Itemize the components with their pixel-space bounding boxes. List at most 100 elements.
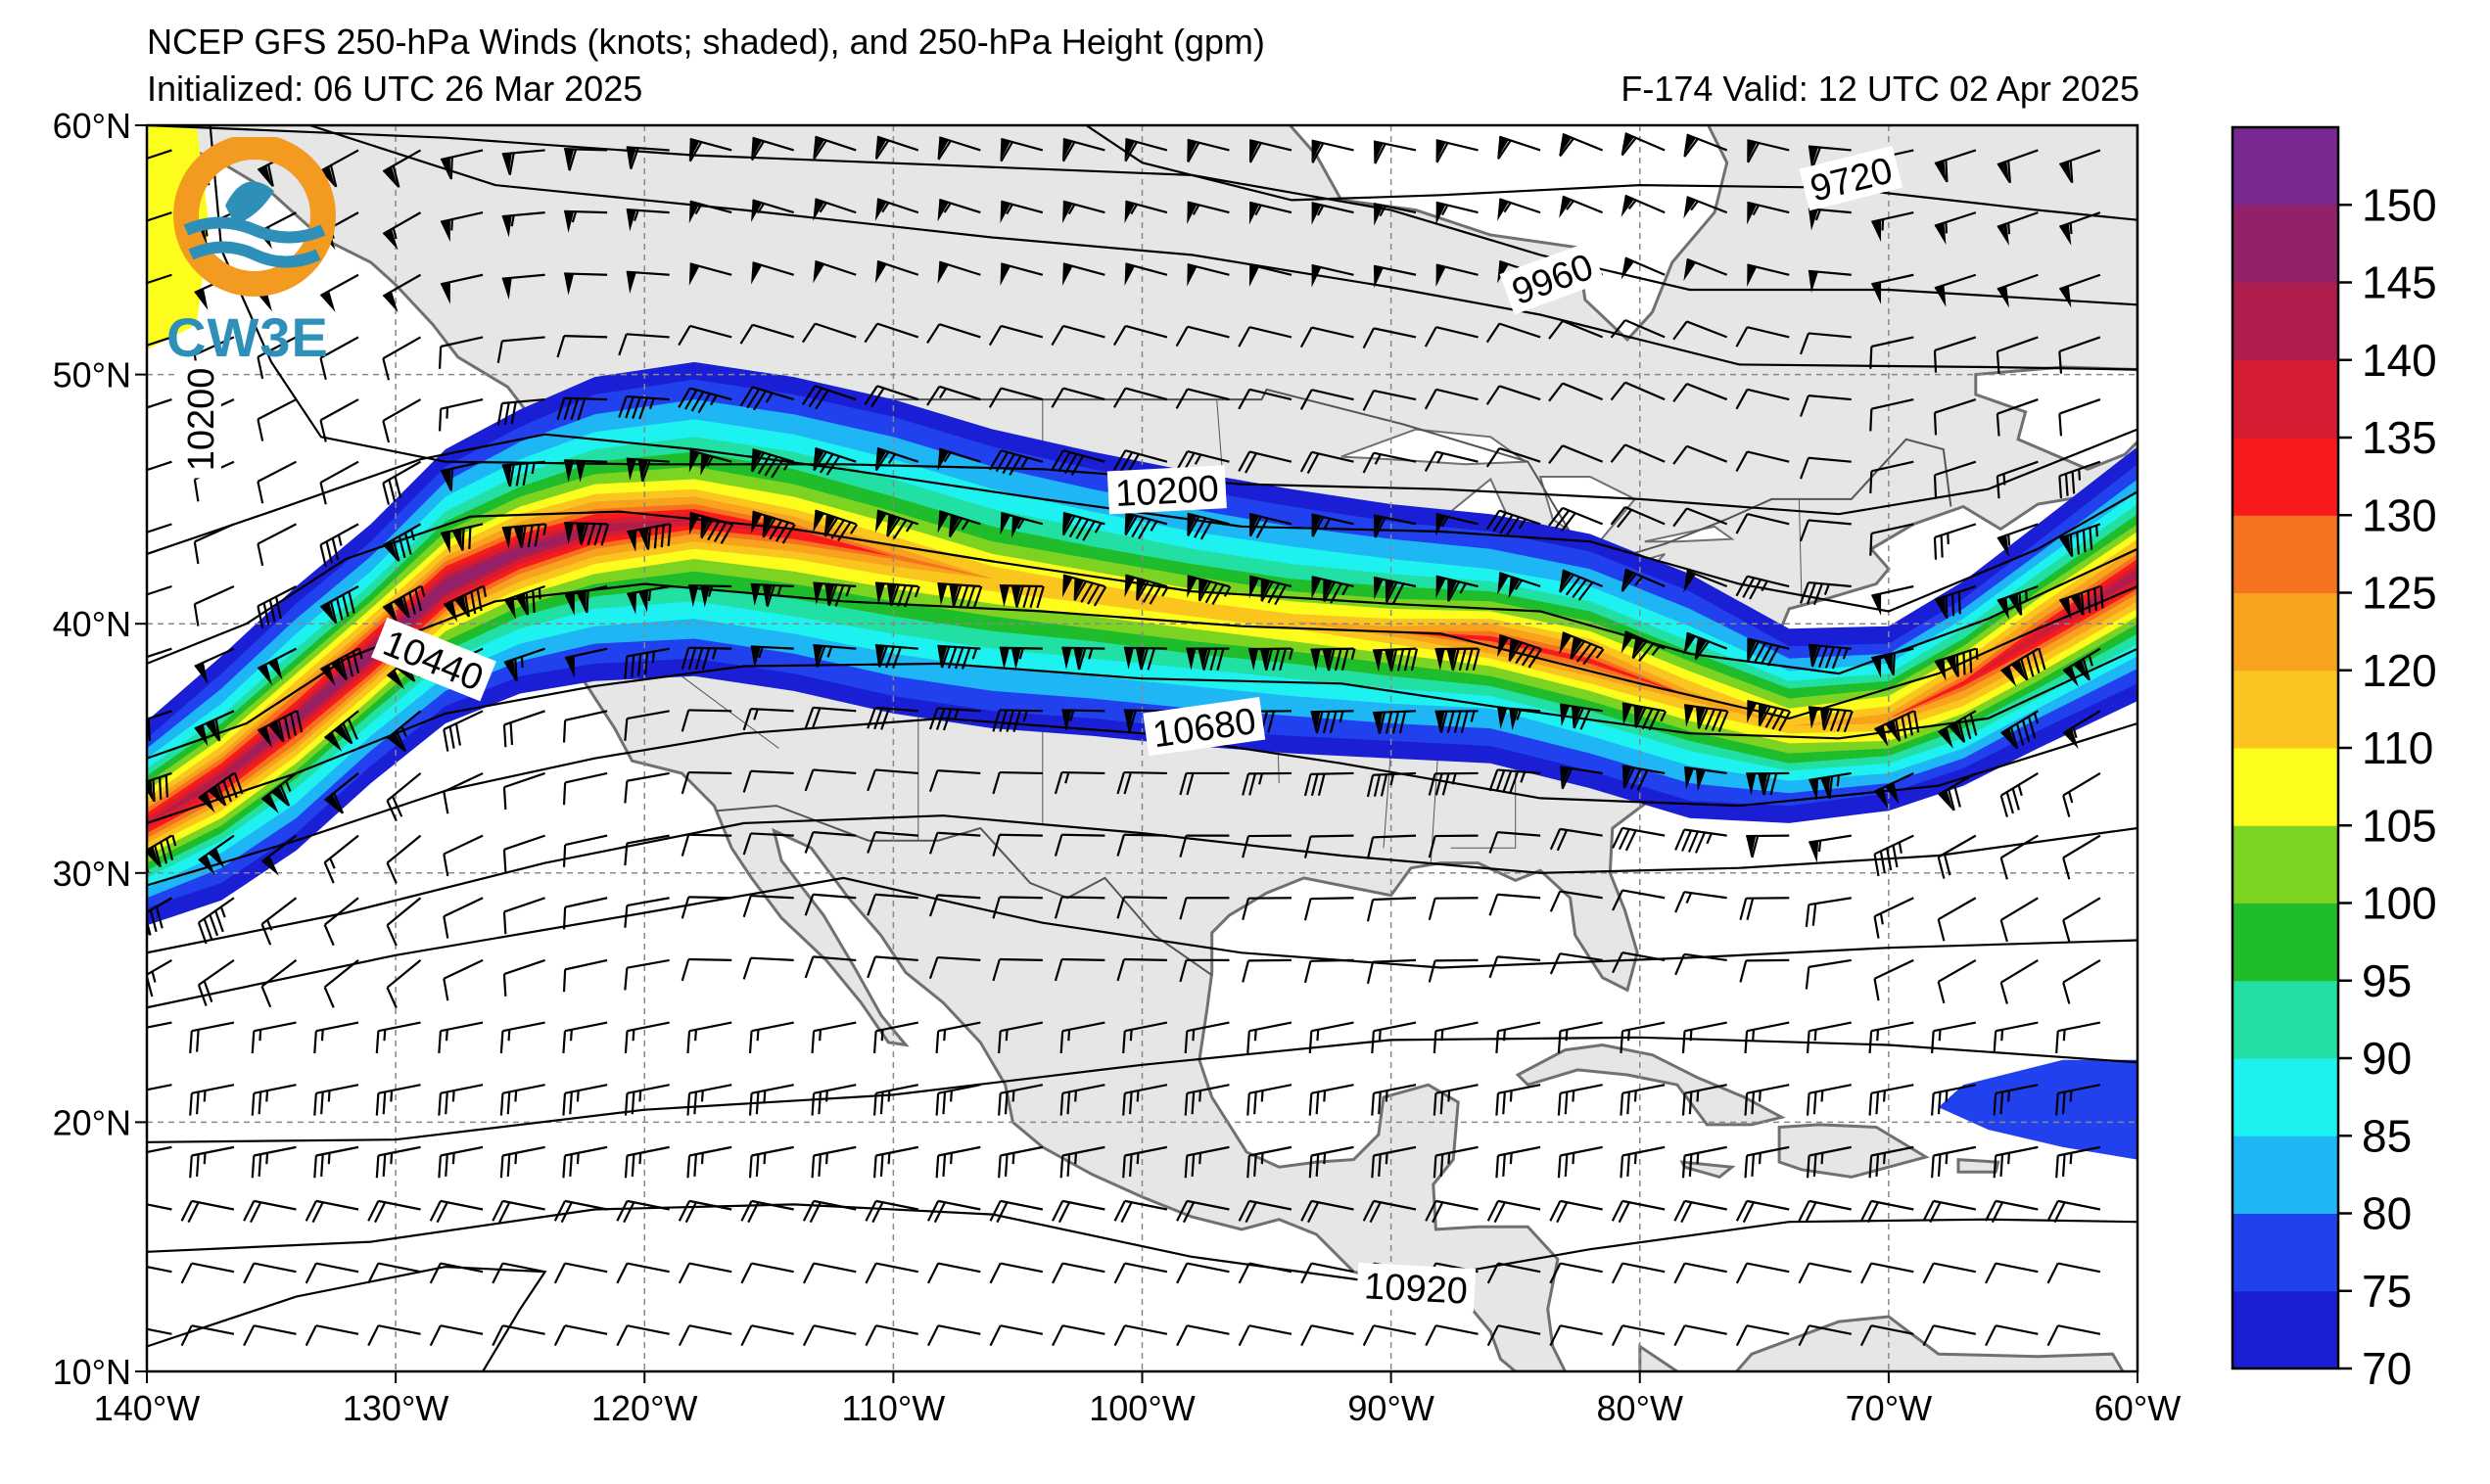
barb-half — [1838, 775, 1839, 786]
barb-full — [1870, 471, 1871, 493]
barb-half — [1386, 1153, 1387, 1164]
barb-half — [2008, 1153, 2009, 1164]
barb-full — [1372, 1093, 1374, 1116]
barb-full — [1627, 1154, 1629, 1177]
barb-full — [1130, 1154, 1132, 1177]
barb-half — [1877, 1030, 1878, 1041]
barb-half — [889, 1153, 890, 1164]
barb-full — [1621, 1093, 1622, 1116]
barb-full — [1808, 1031, 1809, 1053]
barb-full — [564, 720, 565, 743]
barb-half — [695, 1030, 696, 1041]
contour-label-text: 10200 — [1114, 469, 1220, 515]
barb-half — [1317, 1030, 1318, 1041]
barb-full — [687, 1093, 689, 1116]
barb-full — [1559, 1155, 1561, 1178]
barb-full — [1683, 1093, 1685, 1116]
barb-flag — [131, 223, 143, 245]
barb-full — [253, 1031, 255, 1053]
barb-half — [1193, 1030, 1194, 1041]
barb-full — [694, 1154, 696, 1177]
barb-half — [1138, 1153, 1139, 1164]
barb-full — [2056, 1093, 2058, 1116]
barb-full — [504, 850, 505, 872]
barb-full — [1186, 1093, 1188, 1116]
barb-full — [757, 1154, 759, 1177]
barb-half — [2071, 1090, 2072, 1101]
barb-full — [1247, 1031, 1249, 1053]
barb-half — [1131, 1030, 1132, 1041]
barb-full — [128, 1031, 130, 1053]
barb-half — [1448, 1090, 1449, 1101]
y-tick-label: 10°N — [53, 1352, 131, 1392]
barb-full — [446, 1091, 447, 1114]
barb-staff — [1124, 835, 1167, 836]
barb-half — [2071, 223, 2072, 234]
barb-full — [462, 529, 463, 551]
barb-half — [1760, 1153, 1761, 1164]
barb-full — [1935, 475, 1936, 497]
barb-full — [1752, 1154, 1754, 1177]
barb-half — [2008, 223, 2009, 234]
barb-full — [1876, 1091, 1878, 1114]
barb-full — [1939, 1091, 1941, 1114]
barb-half — [1511, 1153, 1512, 1164]
init-time: Initialized: 06 UTC 26 Mar 2025 — [147, 69, 642, 110]
barb-full — [451, 469, 452, 491]
barb-staff — [1311, 898, 1354, 899]
barb-half — [2008, 1090, 2009, 1101]
barb-full — [564, 845, 565, 867]
barb-full — [943, 1091, 945, 1114]
barb-full — [694, 1091, 696, 1114]
colorbar-label: 140 — [2362, 335, 2437, 386]
barb-full — [1932, 1093, 1934, 1116]
barb-half — [453, 1153, 454, 1164]
barb-half — [509, 1030, 510, 1041]
barb-full — [501, 1031, 503, 1053]
barb-full — [446, 1154, 447, 1177]
barb-flag — [131, 784, 143, 806]
barb-full — [937, 1093, 939, 1116]
barb-full — [563, 1031, 565, 1053]
barb-full — [633, 1154, 634, 1177]
barb-full — [570, 1091, 572, 1114]
barb-full — [1186, 1031, 1188, 1053]
barb-full — [128, 1155, 130, 1178]
barb-full — [469, 527, 470, 549]
barb-full — [1254, 1091, 1256, 1114]
barb-full — [1746, 1093, 1748, 1116]
barb-full — [135, 1091, 137, 1114]
barb-half — [259, 1030, 260, 1041]
colorbar-swatch — [2232, 360, 2338, 439]
barb-half — [639, 1153, 640, 1164]
barb-full — [119, 1264, 129, 1283]
barb-full — [149, 719, 150, 741]
barb-full — [563, 1155, 565, 1178]
barb-full — [1995, 1031, 1997, 1053]
barb-half — [1822, 1153, 1823, 1164]
barb-full — [937, 1031, 939, 1053]
barb-full — [999, 1093, 1001, 1116]
barb-full — [314, 1093, 316, 1116]
barb-full — [1932, 1155, 1934, 1178]
colorbar-label: 80 — [2362, 1188, 2412, 1239]
barb-full — [501, 1155, 503, 1178]
barb-half — [951, 1153, 952, 1164]
barb-full — [377, 1155, 379, 1178]
barb-half — [1255, 1030, 1256, 1041]
barb-half — [2064, 1030, 2065, 1041]
barb-staff — [1311, 960, 1354, 961]
x-tick-label: 110°W — [841, 1388, 945, 1428]
barb-full — [131, 475, 132, 497]
barb-full — [504, 787, 505, 810]
barb-half — [446, 1030, 447, 1041]
barb-full — [626, 1031, 628, 1053]
barb-full — [153, 779, 154, 802]
barb-half — [391, 1153, 392, 1164]
colorbar-swatch — [2232, 593, 2338, 672]
barb-full — [1247, 1155, 1249, 1178]
barb-half — [446, 407, 447, 418]
barb-full — [135, 1030, 137, 1052]
